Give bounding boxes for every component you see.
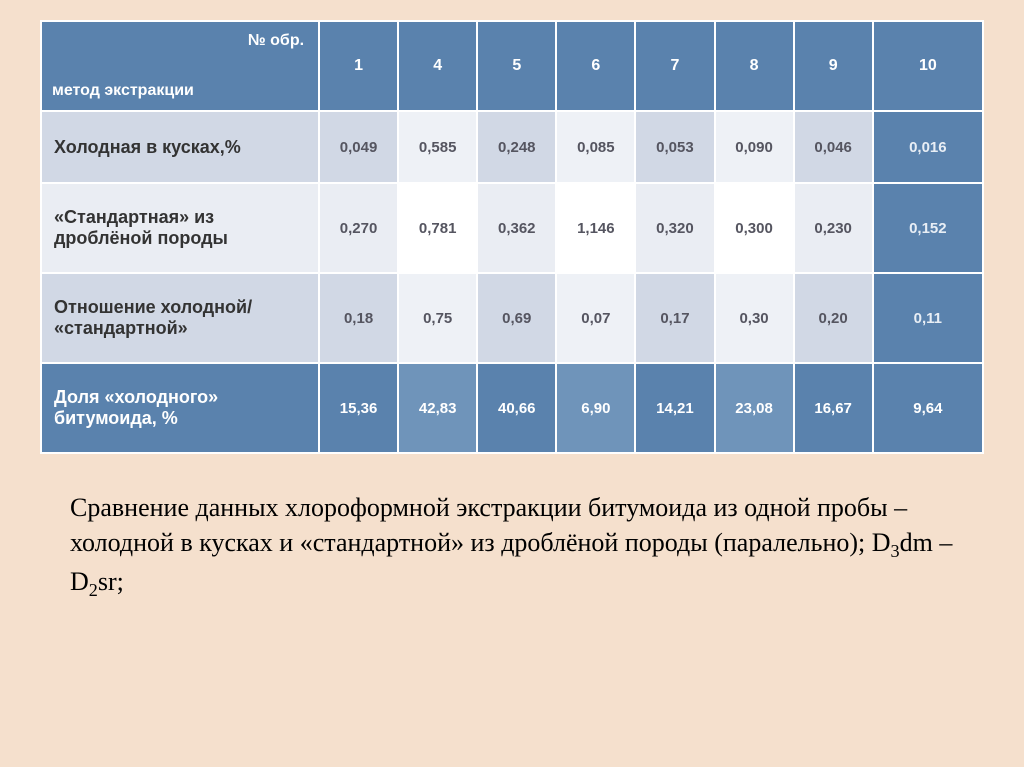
data-cell: 0,230 <box>794 183 873 273</box>
data-cell: 0,090 <box>715 111 794 183</box>
data-cell: 0,270 <box>319 183 398 273</box>
data-cell: 0,016 <box>873 111 983 183</box>
data-cell: 0,300 <box>715 183 794 273</box>
data-cell: 15,36 <box>319 363 398 453</box>
table-row: «Стандартная» из дроблёной породы0,2700,… <box>41 183 983 273</box>
comparison-table: № обр. метод экстракции 145678910 Холодн… <box>40 20 984 454</box>
data-cell: 0,20 <box>794 273 873 363</box>
column-header: 4 <box>398 21 477 111</box>
data-cell: 0,248 <box>477 111 556 183</box>
data-cell: 0,781 <box>398 183 477 273</box>
data-cell: 0,085 <box>556 111 635 183</box>
data-cell: 0,75 <box>398 273 477 363</box>
column-header: 1 <box>319 21 398 111</box>
data-cell: 0,17 <box>635 273 714 363</box>
data-cell: 16,67 <box>794 363 873 453</box>
row-label: «Стандартная» из дроблёной породы <box>41 183 319 273</box>
column-header: 5 <box>477 21 556 111</box>
data-cell: 0,11 <box>873 273 983 363</box>
column-header: 7 <box>635 21 714 111</box>
column-header: 9 <box>794 21 873 111</box>
data-cell: 0,30 <box>715 273 794 363</box>
row-label: Доля «холодного» битумоида, % <box>41 363 319 453</box>
data-cell: 0,69 <box>477 273 556 363</box>
data-cell: 1,146 <box>556 183 635 273</box>
data-cell: 40,66 <box>477 363 556 453</box>
header-corner-bottom: метод экстракции <box>52 82 194 100</box>
table-row: Доля «холодного» битумоида, %15,3642,834… <box>41 363 983 453</box>
column-header: 6 <box>556 21 635 111</box>
data-cell: 0,07 <box>556 273 635 363</box>
data-cell: 9,64 <box>873 363 983 453</box>
row-label: Холодная в кусках,% <box>41 111 319 183</box>
data-cell: 0,152 <box>873 183 983 273</box>
data-cell: 0,362 <box>477 183 556 273</box>
row-label: Отношение холодной/ «стандартной» <box>41 273 319 363</box>
data-cell: 0,053 <box>635 111 714 183</box>
header-corner-top: № обр. <box>248 32 304 50</box>
data-cell: 23,08 <box>715 363 794 453</box>
column-header: 10 <box>873 21 983 111</box>
table-row: Отношение холодной/ «стандартной»0,180,7… <box>41 273 983 363</box>
data-cell: 14,21 <box>635 363 714 453</box>
table-row: Холодная в кусках,%0,0490,5850,2480,0850… <box>41 111 983 183</box>
column-header: 8 <box>715 21 794 111</box>
data-cell: 0,049 <box>319 111 398 183</box>
data-cell: 0,18 <box>319 273 398 363</box>
caption-text: Сравнение данных хлороформной экстракции… <box>40 490 984 603</box>
data-cell: 0,585 <box>398 111 477 183</box>
data-cell: 0,320 <box>635 183 714 273</box>
data-cell: 42,83 <box>398 363 477 453</box>
data-cell: 0,046 <box>794 111 873 183</box>
data-cell: 6,90 <box>556 363 635 453</box>
header-corner: № обр. метод экстракции <box>41 21 319 111</box>
